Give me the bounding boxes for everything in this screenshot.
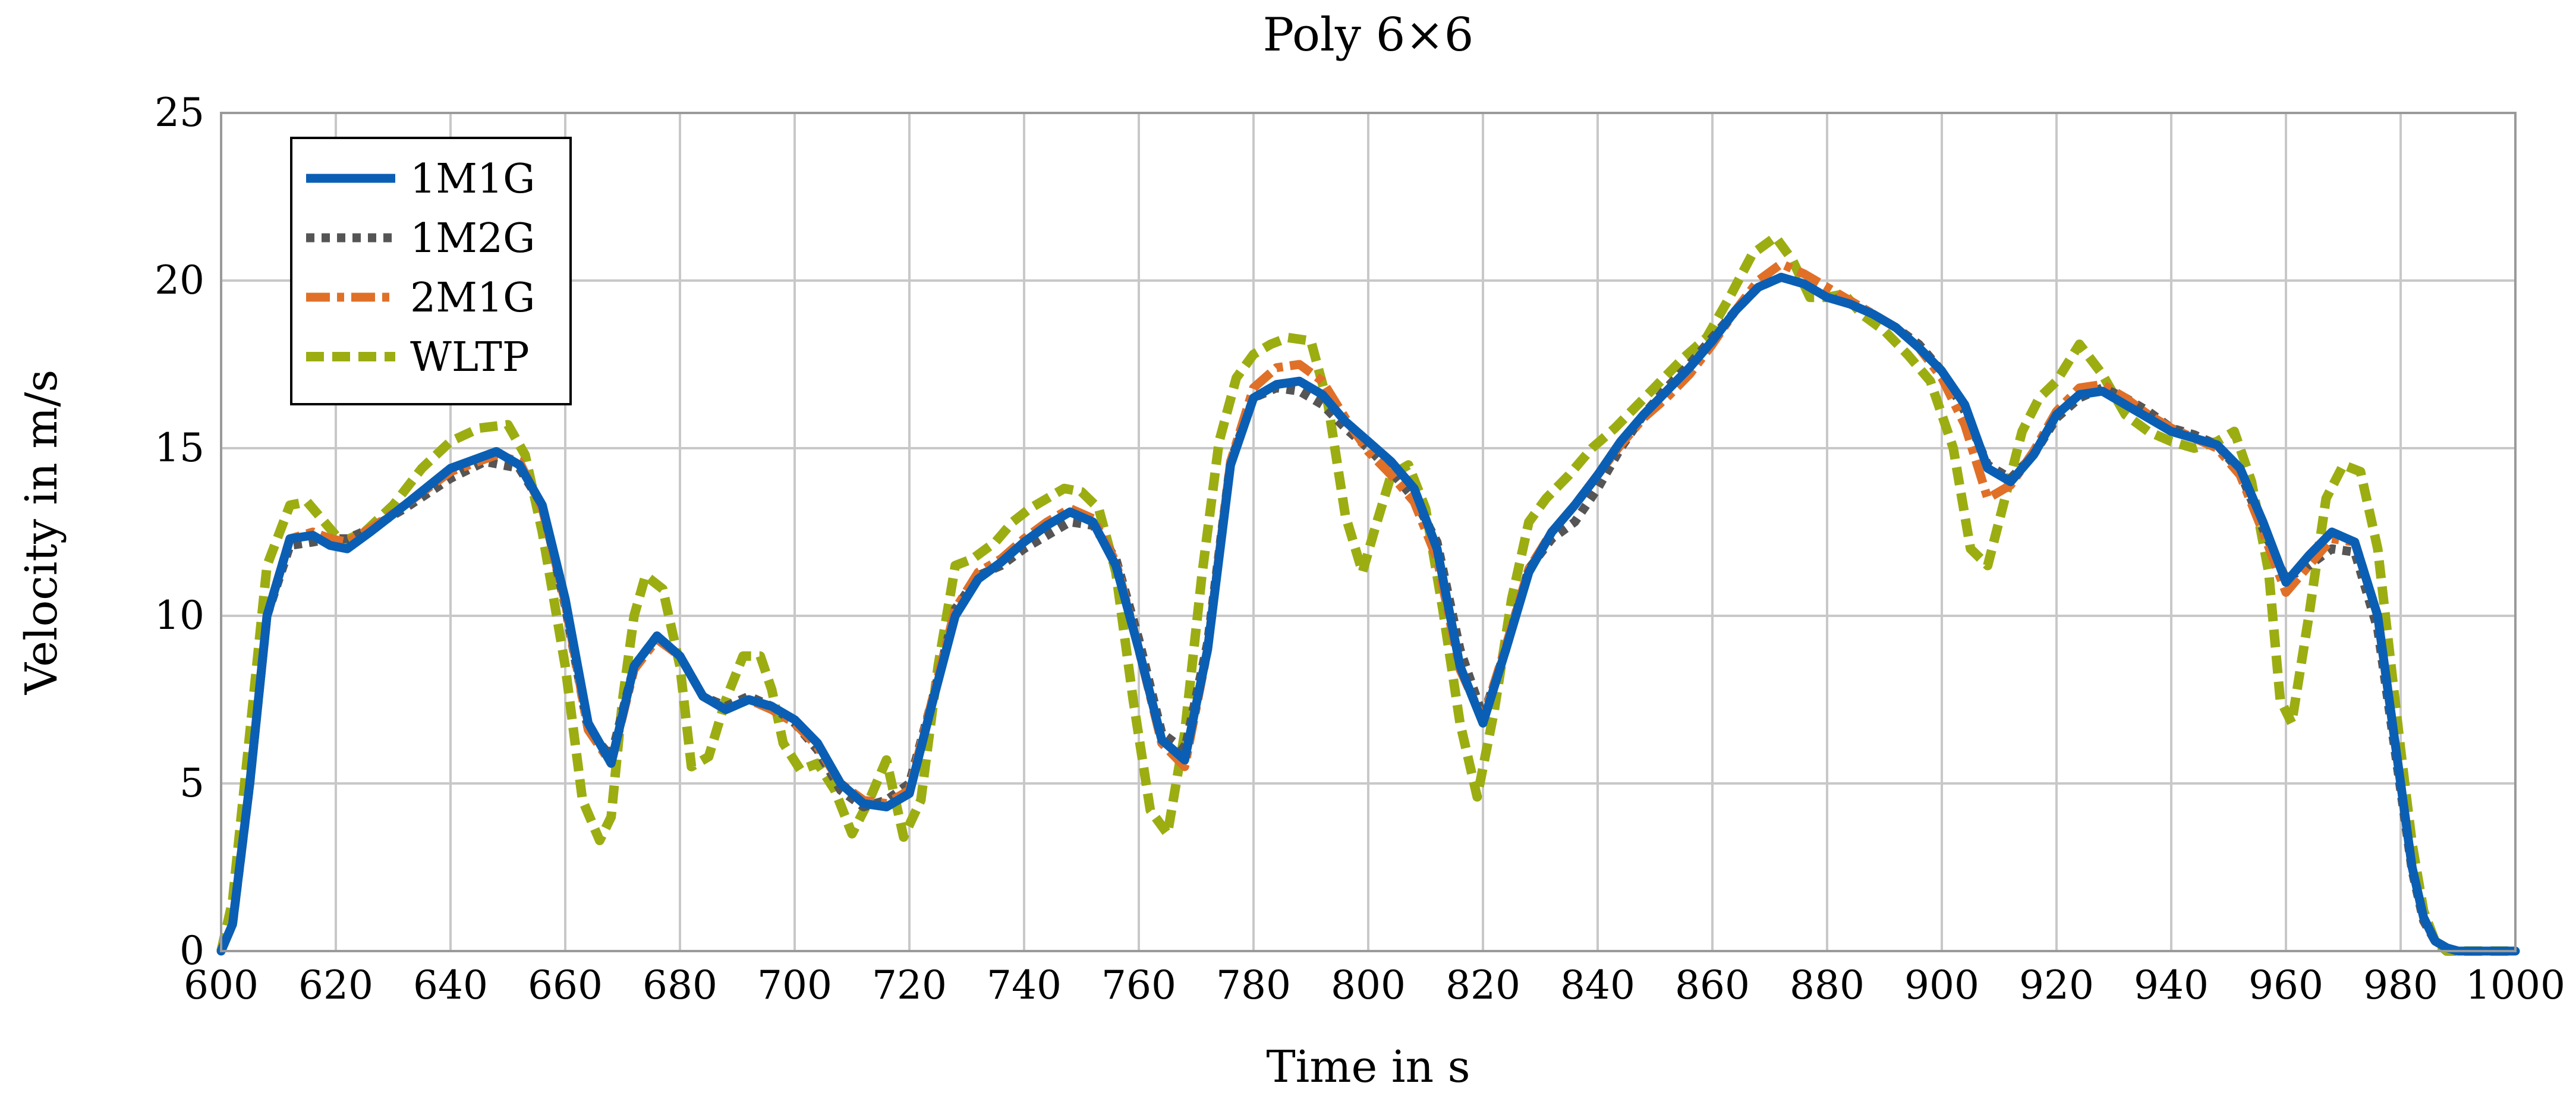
x-tick-label: 900 [1904,962,1979,1008]
x-tick-label: 960 [2249,962,2323,1008]
x-tick-label: 640 [413,962,488,1008]
x-tick-label: 940 [2134,962,2209,1008]
y-tick-label: 0 [179,928,204,974]
series-layer [216,232,2520,956]
x-tick-label: 740 [987,962,1062,1008]
x-tick-label: 980 [2363,962,2438,1008]
y-tick-label: 20 [155,257,204,303]
y-axis-label: Velocity in m/s [16,370,67,695]
series-line-1m1g [216,272,2520,956]
series-line-wltp [216,232,2515,956]
x-tick-label: 760 [1101,962,1176,1008]
x-tick-label: 880 [1790,962,1865,1008]
x-axis-label: Time in s [1266,1041,1470,1093]
x-tick-label: 780 [1216,962,1291,1008]
y-tick-label: 25 [155,90,204,136]
x-tick-label: 700 [757,962,832,1008]
x-tick-label: 820 [1446,962,1520,1008]
x-tick-label: 860 [1675,962,1750,1008]
x-tick-labels: 600 620 640 660 680 700 720 740 760 780 800 820 840 8… [184,962,2565,1008]
x-tick-label: 1000 [2465,962,2565,1008]
y-tick-labels: 0 5 10 15 20 25 [155,90,204,974]
x-tick-label: 840 [1560,962,1635,1008]
y-tick-label: 15 [155,425,204,471]
legend-label-1m1g: 1M1G [410,156,535,203]
legend-label-wltp: WLTP [410,334,530,381]
y-tick-label: 5 [179,760,204,806]
x-tick-label: 680 [643,962,717,1008]
x-tick-label: 720 [872,962,947,1008]
x-tick-label: 800 [1331,962,1406,1008]
x-tick-label: 600 [184,962,259,1008]
x-tick-label: 660 [528,962,603,1008]
x-tick-label: 920 [2019,962,2094,1008]
legend-label-1m2g: 1M2G [410,215,535,262]
legend: 1M1G 1M2G 2M1G WLTP [290,137,572,405]
y-tick-label: 10 [155,593,204,638]
x-tick-label: 620 [298,962,373,1008]
legend-label-2m1g: 2M1G [410,275,535,322]
chart-title: Poly 6×6 [1263,8,1474,62]
plot-frame [220,112,2517,952]
